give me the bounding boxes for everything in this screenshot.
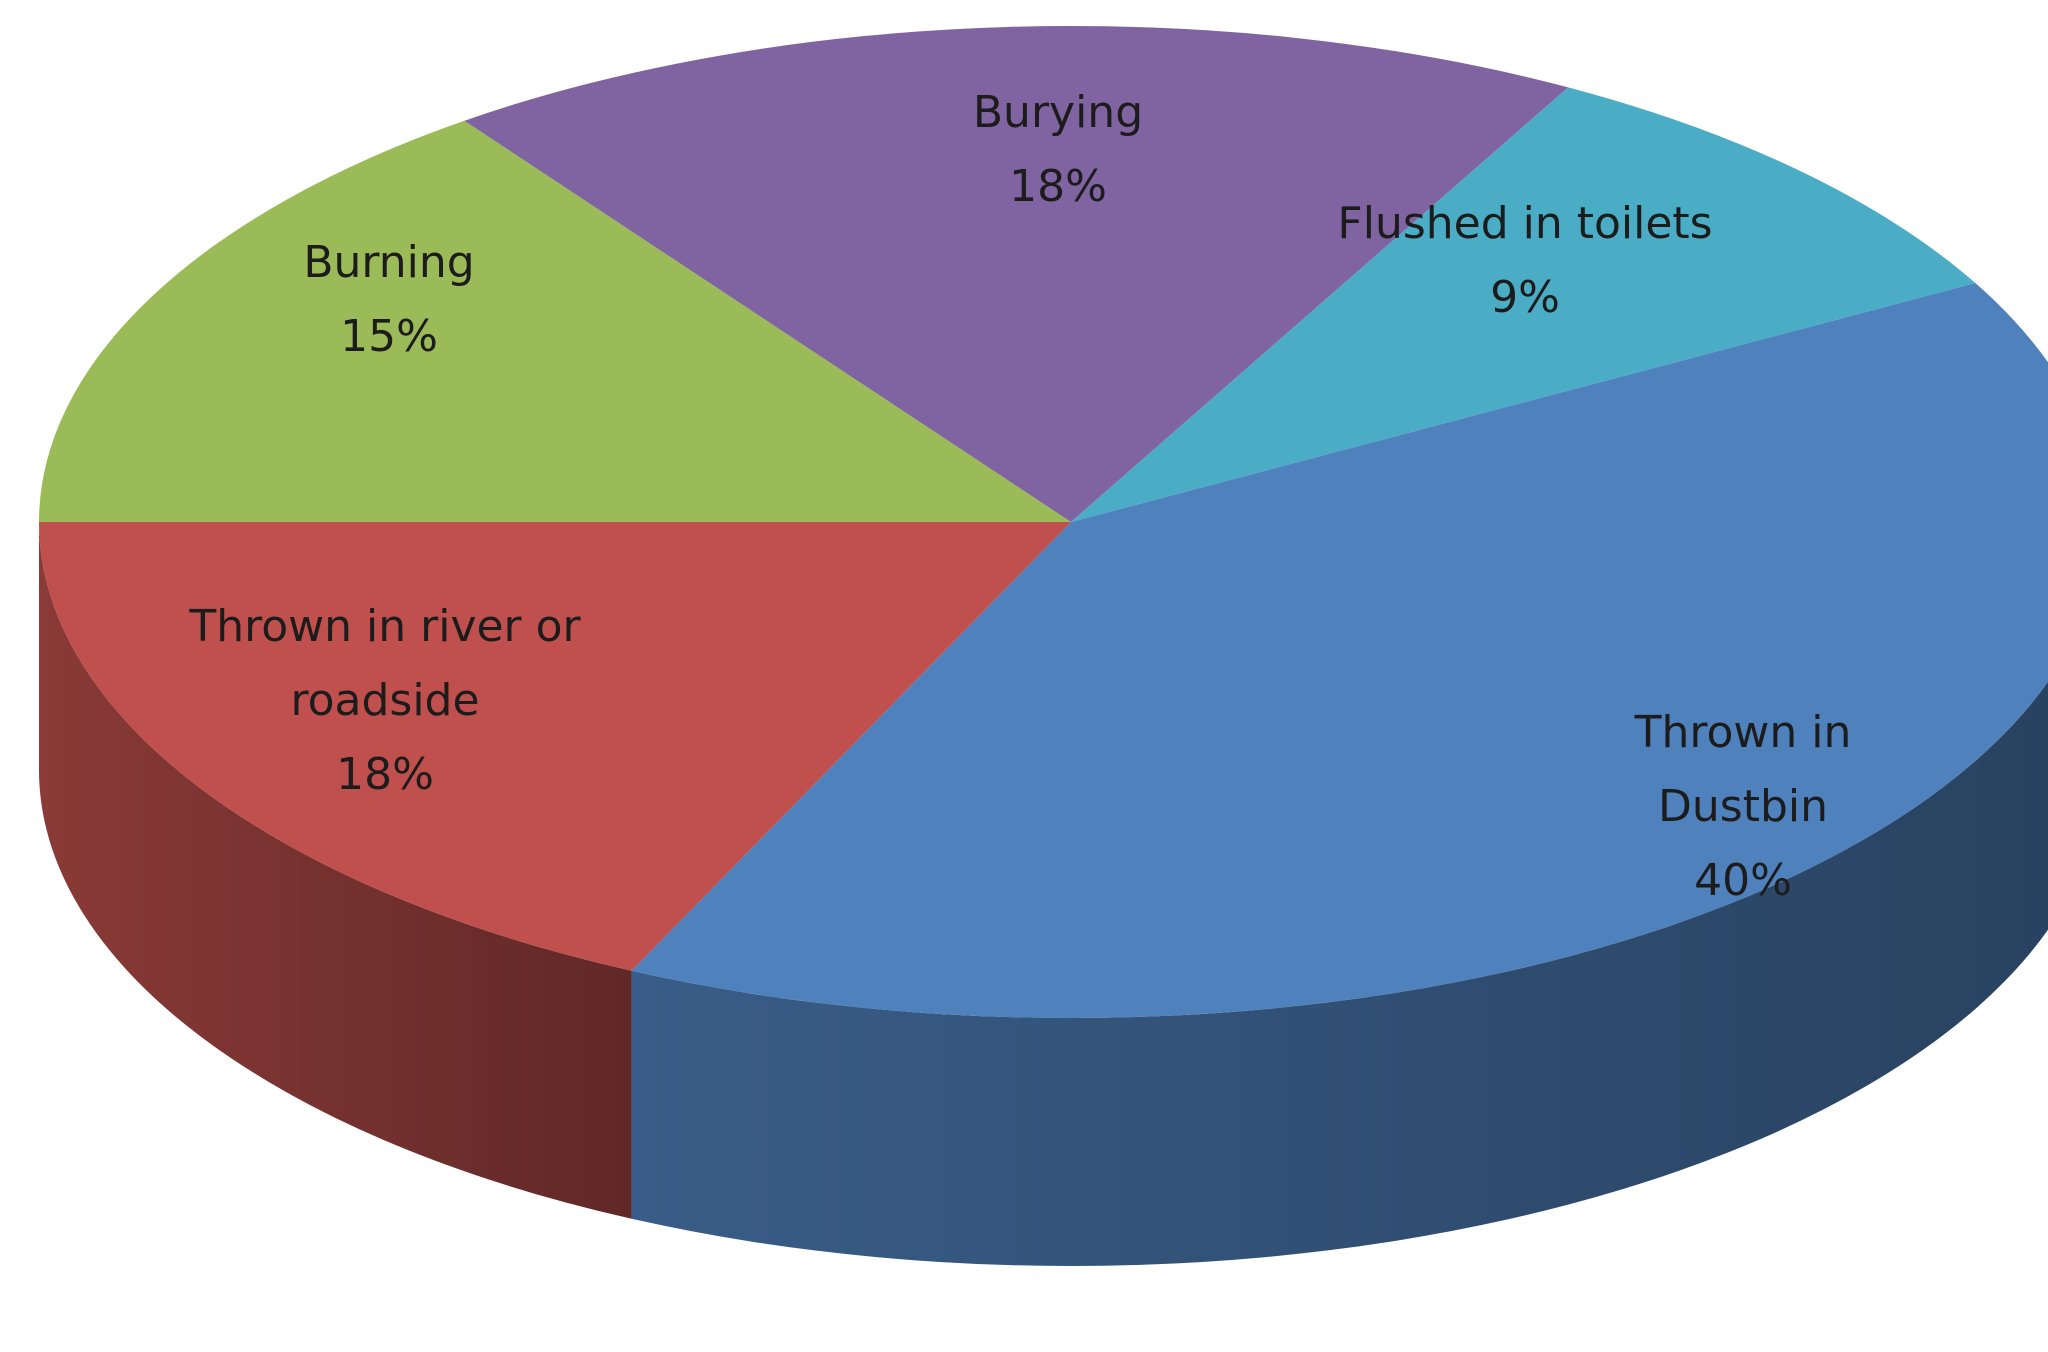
slice-label: Thrown in river or roadside 18% [150,590,620,812]
category-label: Burying [972,87,1144,138]
pie-slice [39,120,1071,522]
value-label: 9% [1490,272,1560,323]
slice-label: Flushed in toilets 9% [1305,187,1745,335]
category-label: Burning [303,237,475,288]
category-label: Thrown in river or roadside [189,601,581,726]
category-label: Thrown in Dustbin [1634,707,1852,832]
value-label: 18% [1009,161,1107,212]
slice-label: Burying 18% [908,76,1208,224]
pie-slice [39,522,1071,971]
value-label: 15% [340,311,438,362]
category-label: Flushed in toilets [1337,198,1713,249]
slice-label: Burning 15% [239,226,539,374]
pie-slice-side [39,522,632,1219]
value-label: 40% [1694,855,1792,906]
pie-slice-side [631,681,2048,1266]
pie-slice [1071,87,1976,523]
value-label: 18% [336,749,434,800]
slice-label: Thrown in Dustbin 40% [1593,696,1893,918]
pie-slice [631,283,2048,1019]
pie-slice [464,25,1569,522]
